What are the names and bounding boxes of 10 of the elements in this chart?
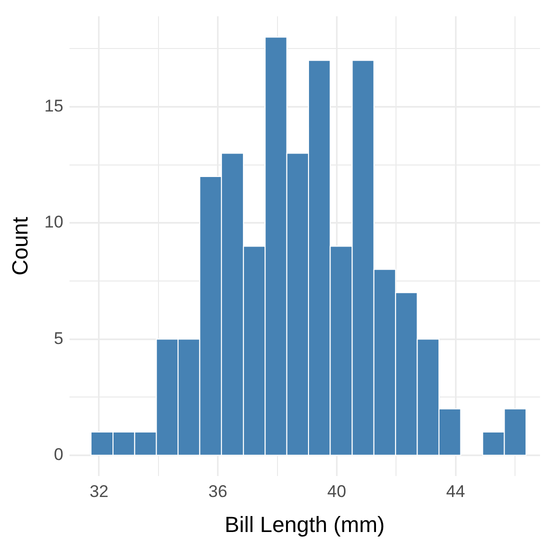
x-axis-title: Bill Length (mm) [224,512,385,537]
y-tick-label: 0 [54,444,64,464]
y-tick-label: 5 [54,328,64,348]
x-tick-label: 40 [327,482,346,502]
y-tick-label: 10 [44,212,64,232]
y-axis-title: Count [7,216,32,276]
x-tick-label: 32 [90,482,108,502]
x-tick-label: 44 [446,482,466,502]
x-tick-label: 36 [208,482,228,502]
y-tick-label: 15 [44,96,64,116]
